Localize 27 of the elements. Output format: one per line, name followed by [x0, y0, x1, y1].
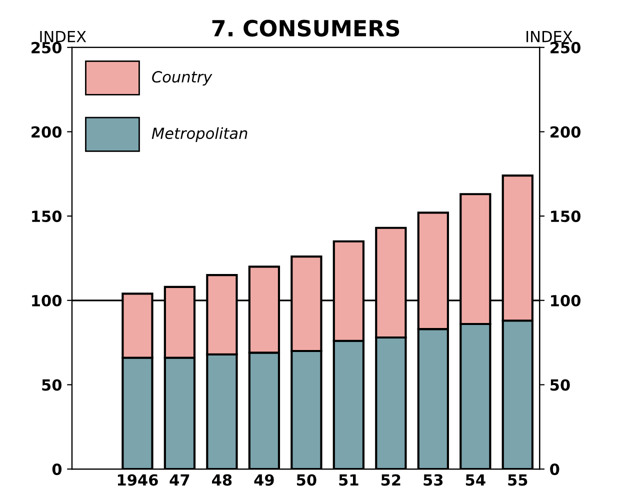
x-tick-label: 1946	[118, 474, 158, 486]
y-tick-label: 200	[32, 126, 62, 138]
x-tick-label: 51	[339, 474, 358, 486]
y-axis-title: INDEX	[40, 30, 86, 42]
x-tick-label: 47	[170, 474, 190, 486]
x-tick-label: 49	[254, 474, 274, 486]
x-tick-label: 55	[508, 474, 528, 486]
y2-tick-label: 200	[550, 126, 580, 138]
x-tick-label: 52	[381, 474, 400, 486]
y-tick-label: 100	[32, 294, 62, 306]
legend-label: Country	[152, 71, 212, 86]
legend-label: Metropolitan	[152, 127, 248, 142]
x-tick-label: 54	[466, 474, 486, 486]
chart-title: 7. CONSUMERS	[212, 20, 400, 37]
x-tick-label: 48	[212, 474, 232, 486]
y2-tick-label: 0	[550, 464, 560, 476]
y-tick-label: 50	[42, 379, 62, 391]
x-tick-label: 53	[424, 474, 443, 486]
y2-tick-label: 150	[551, 210, 580, 222]
y-tick-label: 150	[32, 210, 62, 222]
y2-tick-label: 100	[551, 294, 580, 306]
y-tick-label: 250	[32, 42, 62, 54]
y2-tick-label: 250	[550, 42, 580, 54]
x-tick-label: 50	[296, 474, 316, 486]
y2-axis-title: INDEX	[526, 30, 572, 42]
y-tick-label: 0	[52, 464, 62, 476]
y2-tick-label: 50	[550, 379, 570, 391]
